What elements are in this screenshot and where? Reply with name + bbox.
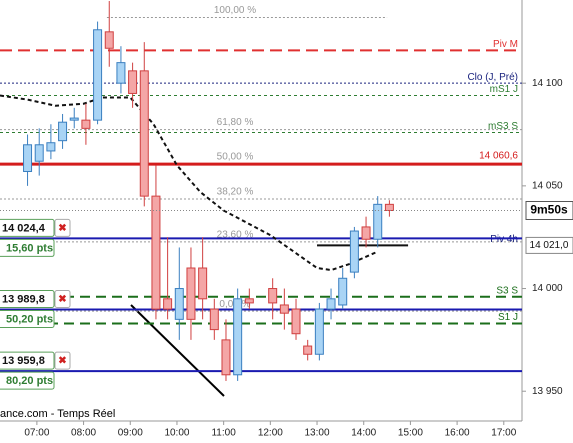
countdown: 9m50s (530, 203, 568, 217)
order-points-box (0, 371, 55, 390)
level-label: Piv 4h (490, 234, 518, 245)
y-tick-label: 13 950 (532, 386, 563, 397)
price-box-label: 14 021,0 (530, 240, 569, 251)
x-tick-label: 17:00 (491, 428, 516, 439)
candle-body (314, 308, 324, 355)
order-points-box (0, 309, 55, 328)
fib-label: 38,20 % (217, 187, 254, 198)
fib-label: 50,00 % (217, 152, 254, 163)
candle-body (116, 62, 126, 84)
x-tick-label: 15:00 (398, 428, 423, 439)
candle-body (373, 203, 383, 240)
order-cancel-icon: ✖ (58, 294, 66, 305)
candle-body (139, 70, 149, 197)
candle-body (326, 298, 336, 310)
x-tick-label: 13:00 (305, 428, 330, 439)
order-price: 13 959,8 (2, 355, 45, 367)
candle-body (151, 195, 161, 310)
x-tick-label: 12:00 (258, 428, 283, 439)
candle-body (349, 230, 359, 273)
candle-body (174, 288, 184, 320)
x-tick-label: 10:00 (164, 428, 189, 439)
fib-label: 23,60 % (217, 230, 254, 241)
x-tick-label: 07:00 (24, 428, 49, 439)
level-label: Clo (J, Pré) (467, 72, 518, 83)
candle-body (46, 142, 56, 152)
candle-body (384, 203, 394, 211)
x-tick-label: 08:00 (71, 428, 96, 439)
order-cancel (54, 289, 71, 308)
candle-body (233, 298, 243, 376)
x-tick-label: 16:00 (445, 428, 470, 439)
order-points: 50,20 pts (6, 313, 53, 325)
source: ance.com - Temps Réel (0, 408, 115, 420)
y-tick-label: 14 100 (532, 78, 563, 89)
candle-body (209, 308, 219, 331)
candle-body (338, 277, 348, 306)
candle-body (303, 345, 313, 355)
order-points: 80,20 pts (6, 375, 53, 387)
level-label: S3 S (496, 285, 518, 296)
candle-body (34, 144, 44, 162)
order-box (0, 218, 55, 237)
candle-body (128, 70, 138, 94)
candle-body (163, 298, 173, 310)
candle-body (361, 226, 371, 240)
order-cancel (54, 218, 71, 237)
x-tick-label: 09:00 (118, 428, 143, 439)
candle-body (23, 144, 33, 172)
fib-label: 100,00 % (214, 5, 256, 16)
candle-body (291, 308, 301, 335)
fib-value-label: 14 060,6 (479, 151, 518, 162)
y-tick-label: 14 050 (532, 180, 563, 191)
level-label: mS1 J (490, 84, 518, 95)
x-tick-label: 14:00 (351, 428, 376, 439)
candle-body (198, 267, 208, 300)
candle-body (244, 298, 254, 304)
price-box (525, 236, 573, 254)
trend-line (130, 304, 225, 397)
level-label: mS3 S (488, 121, 518, 132)
order-cancel-icon: ✖ (58, 223, 66, 234)
candle-body (279, 304, 289, 314)
moving-average (0, 94, 379, 272)
order-price: 13 989,8 (2, 293, 45, 305)
order-cancel-icon: ✖ (58, 356, 66, 367)
x-tick-label: 11:00 (211, 428, 236, 439)
level-label: S1 J (498, 312, 518, 323)
order-points: 15,60 pts (6, 242, 53, 254)
candle-body (93, 29, 103, 121)
order-points-box (0, 238, 55, 257)
order-cancel (54, 351, 71, 370)
candle-body (58, 121, 68, 142)
candle-body (186, 267, 196, 320)
y-tick-label: 14 000 (532, 283, 563, 294)
fib-label: 61,80 % (217, 117, 254, 128)
order-price: 14 024,4 (2, 222, 46, 234)
candle-body (221, 339, 231, 376)
candle-body (81, 119, 91, 129)
countdown-box (525, 201, 573, 220)
candle-body (268, 288, 278, 304)
order-box (0, 351, 55, 370)
candle-body (104, 31, 114, 49)
level-label: Piv M (493, 39, 518, 50)
order-box (0, 289, 55, 308)
candle-body (69, 117, 79, 121)
